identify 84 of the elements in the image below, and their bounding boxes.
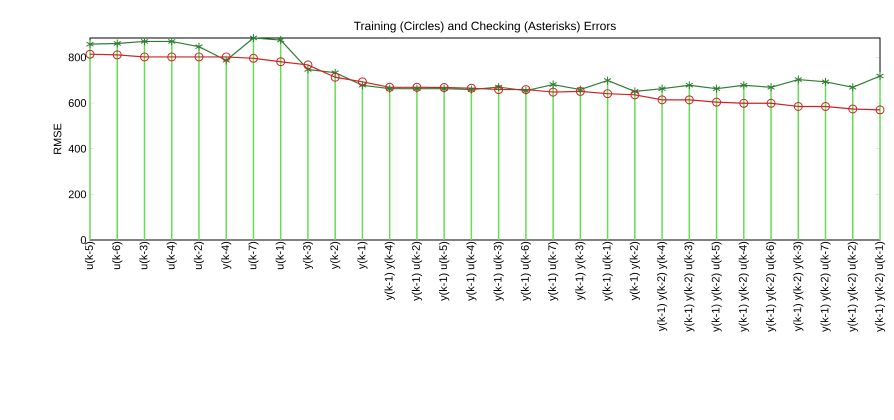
point — [766, 98, 776, 108]
x-tick-label: y(k-1) y(k-4) — [384, 242, 395, 300]
point — [249, 33, 258, 42]
point — [876, 72, 884, 81]
x-tick-label: y(k-1) y(k-3) — [575, 242, 586, 300]
point — [331, 68, 340, 78]
x-tick-label: u(k-7) — [248, 242, 259, 270]
x-tick-label: y(k-1) y(k-2) y(k-3) — [793, 242, 804, 332]
point — [358, 80, 366, 90]
x-tick-label: y(k-1) u(k-4) — [466, 242, 476, 301]
point — [194, 52, 204, 62]
point — [195, 42, 203, 52]
point — [630, 86, 639, 96]
point — [739, 98, 748, 108]
point — [603, 89, 612, 98]
x-tick-label: u(k-2) — [194, 242, 204, 270]
x-tick-label: y(k-1) u(k-1) — [602, 242, 613, 301]
x-tick-label: u(k-5) — [84, 242, 96, 270]
point — [794, 75, 802, 84]
x-tick-label: y(k-1) y(k-2) u(k-7) — [820, 242, 831, 332]
point — [140, 52, 149, 62]
point — [794, 102, 803, 111]
point — [222, 56, 230, 65]
point — [358, 77, 367, 86]
x-tick-label: y(k-1) u(k-7) — [548, 242, 558, 301]
point — [604, 76, 612, 85]
point — [822, 77, 830, 86]
point — [304, 64, 312, 74]
point — [684, 95, 694, 104]
point — [658, 95, 667, 104]
x-tick-label: y(k-1) y(k-2) u(k-5) — [711, 242, 722, 332]
point — [140, 36, 148, 46]
point — [112, 50, 122, 60]
x-tick-label: y(k-1) u(k-5) — [439, 242, 450, 301]
x-tick-label: y(k-2) — [330, 242, 340, 270]
point — [848, 104, 858, 114]
x-tick-label: y(k-1) y(k-2) y(k-4) — [656, 242, 668, 332]
point — [712, 98, 722, 107]
y-axis-title: RMSE — [54, 124, 62, 154]
point — [740, 80, 748, 90]
y-tick-label: 800 — [68, 54, 86, 62]
point — [658, 84, 666, 94]
point — [548, 88, 558, 97]
point — [303, 60, 312, 70]
point — [113, 38, 122, 48]
x-tick-label: y(k-1) u(k-2) — [412, 242, 422, 301]
point — [222, 52, 231, 62]
x-tick-label: u(k-6) — [112, 242, 122, 270]
x-tick-label: y(k-1) — [357, 242, 368, 270]
point — [494, 82, 503, 92]
point — [685, 80, 694, 90]
point — [330, 72, 340, 82]
x-tick-label: y(k-1) y(k-2) u(k-2) — [848, 242, 858, 332]
point — [276, 57, 286, 66]
point — [86, 40, 94, 49]
x-tick-label: y(k-3) — [302, 242, 314, 270]
point — [494, 85, 504, 94]
x-tick-label: y(k-4) — [221, 242, 232, 270]
point — [168, 36, 176, 46]
chart-title: Training (Circles) and Checking (Asterisks) Errors — [354, 21, 616, 32]
point — [167, 52, 176, 62]
x-tick-label: y(k-1) u(k-6) — [520, 242, 531, 301]
point — [876, 105, 885, 114]
x-tick-label: y(k-1) y(k-2) — [630, 242, 640, 300]
x-tick-label: u(k-1) — [276, 242, 286, 270]
y-tick-label: 200 — [68, 190, 86, 198]
point — [276, 36, 285, 45]
x-tick-label: y(k-1) y(k-2) u(k-4) — [738, 242, 749, 332]
point — [712, 84, 721, 94]
point — [630, 90, 640, 100]
x-tick-label: y(k-1) y(k-2) u(k-3) — [684, 242, 694, 332]
point — [821, 102, 830, 111]
x-tick-label: u(k-3) — [139, 242, 150, 270]
y-tick-label: 600 — [68, 99, 86, 107]
x-tick-label: u(k-4) — [166, 242, 177, 270]
point — [248, 54, 258, 63]
point — [848, 82, 857, 92]
y-tick-label: 0 — [80, 236, 86, 244]
y-tick-label: 400 — [68, 144, 86, 153]
x-tick-label: y(k-1) u(k-3) — [494, 242, 504, 301]
x-tick-label: y(k-1) y(k-2) u(k-1) — [874, 242, 886, 332]
x-tick-label: y(k-1) y(k-2) u(k-6) — [766, 242, 776, 332]
point — [86, 50, 95, 59]
point — [767, 82, 776, 92]
